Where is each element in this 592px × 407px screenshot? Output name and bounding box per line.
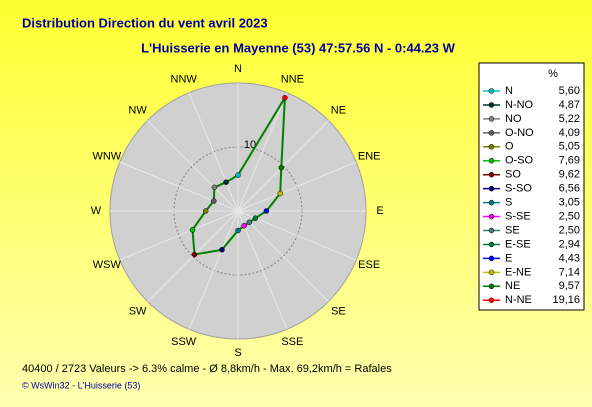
direction-label: NNE: [281, 74, 304, 86]
legend-marker: [488, 102, 495, 108]
wind-point: [211, 184, 218, 191]
direction-label: NE: [331, 104, 346, 116]
legend-marker: [488, 199, 495, 206]
spoke: [237, 210, 288, 330]
legend-marker: [488, 297, 495, 303]
legend-value: 5,22: [559, 113, 580, 125]
spoke: [188, 210, 239, 330]
direction-label: S: [234, 347, 241, 359]
spoke: [147, 120, 239, 212]
legend-header: %: [548, 68, 558, 80]
legend-box: [478, 62, 585, 311]
wind-point: [278, 164, 285, 171]
legend-marker: [488, 158, 495, 164]
legend-marker: [488, 227, 495, 234]
legend-marker: [488, 130, 495, 136]
legend-marker: [488, 116, 495, 122]
legend-value: 2,50: [559, 224, 580, 236]
legend-name: E: [505, 252, 512, 264]
direction-label: ESE: [358, 259, 380, 271]
direction-label: WSW: [93, 259, 122, 271]
direction-label: SSE: [281, 336, 303, 348]
legend-value: 9,62: [559, 169, 580, 181]
wind-point: [191, 251, 198, 258]
direction-label: NW: [128, 104, 147, 116]
legend-marker: [488, 144, 495, 150]
legend-value: 19,16: [552, 294, 580, 306]
chart-subtitle: L'Huisserie en Mayenne (53) 47:57.56 N -…: [141, 40, 456, 55]
r-tick-label: 10: [244, 139, 256, 151]
legend-name: E-SE: [505, 238, 531, 250]
chart-title: Distribution Direction du vent avril 202…: [22, 15, 268, 30]
legend-value: 9,57: [559, 280, 580, 292]
wind-point: [235, 172, 241, 178]
spoke: [119, 161, 239, 212]
legend-name: O: [505, 141, 514, 153]
wind-point: [211, 198, 217, 204]
legend-name: SE: [505, 224, 520, 236]
legend-name: S: [505, 197, 512, 209]
copyright: © WsWin32 - L'Huisserie (53): [22, 380, 140, 390]
spoke: [188, 92, 239, 212]
legend-value: 5,05: [559, 141, 580, 153]
legend-name: O-SO: [505, 155, 534, 167]
spoke: [237, 120, 329, 212]
spoke: [237, 210, 329, 302]
legend-name: N-NE: [505, 294, 532, 306]
legend-name: N-NO: [505, 99, 534, 111]
wind-point: [241, 223, 247, 229]
wind-point: [189, 227, 196, 233]
direction-label: ENE: [358, 151, 381, 163]
legend-marker: [488, 88, 495, 94]
wind-point: [235, 227, 241, 234]
legend-value: 2,50: [559, 210, 580, 222]
legend-value: 5,60: [559, 85, 580, 97]
spoke: [237, 161, 357, 212]
wind-point: [282, 94, 288, 101]
legend-marker: [488, 241, 495, 248]
legend-value: 4,09: [559, 127, 580, 139]
legend-value: 4,87: [559, 99, 580, 111]
spoke: [119, 210, 239, 261]
legend-marker: [488, 269, 495, 276]
legend-marker: [488, 185, 495, 192]
footer-note: 40400 / 2723 Valeurs -> 6.3% calme - Ø 8…: [22, 363, 392, 375]
wind-point: [202, 208, 209, 214]
legend-value: 4,43: [559, 252, 580, 264]
direction-label: N: [234, 63, 242, 75]
wind-point: [246, 219, 253, 226]
direction-label: W: [91, 205, 102, 217]
legend-marker: [488, 171, 495, 178]
direction-label: E: [376, 205, 383, 217]
spoke: [237, 92, 288, 212]
wind-point: [219, 247, 225, 253]
legend-name: E-NE: [505, 266, 531, 278]
legend-value: 2,94: [559, 238, 580, 250]
wind-point: [252, 215, 259, 221]
legend-value: 3,05: [559, 197, 580, 209]
legend-value: 7,14: [559, 266, 580, 278]
legend-name: S-SE: [505, 210, 531, 222]
direction-label: NNW: [171, 74, 198, 86]
legend-name: N: [505, 85, 513, 97]
direction-label: WNW: [92, 151, 121, 163]
legend-name: NO: [505, 113, 522, 125]
legend-value: 6,56: [559, 183, 580, 195]
wind-point: [277, 190, 283, 197]
legend-name: NE: [505, 280, 520, 292]
direction-label: SSW: [171, 336, 197, 348]
direction-label: SE: [331, 305, 346, 317]
wind-point: [263, 208, 270, 214]
legend-marker: [488, 283, 495, 290]
legend-name: O-NO: [505, 127, 534, 139]
legend-value: 7,69: [559, 155, 580, 167]
wind-point: [223, 179, 229, 185]
legend-marker: [488, 213, 495, 220]
legend-name: SO: [505, 169, 521, 181]
direction-label: SW: [129, 305, 147, 317]
legend-name: S-SO: [505, 183, 532, 195]
legend-marker: [488, 255, 495, 262]
